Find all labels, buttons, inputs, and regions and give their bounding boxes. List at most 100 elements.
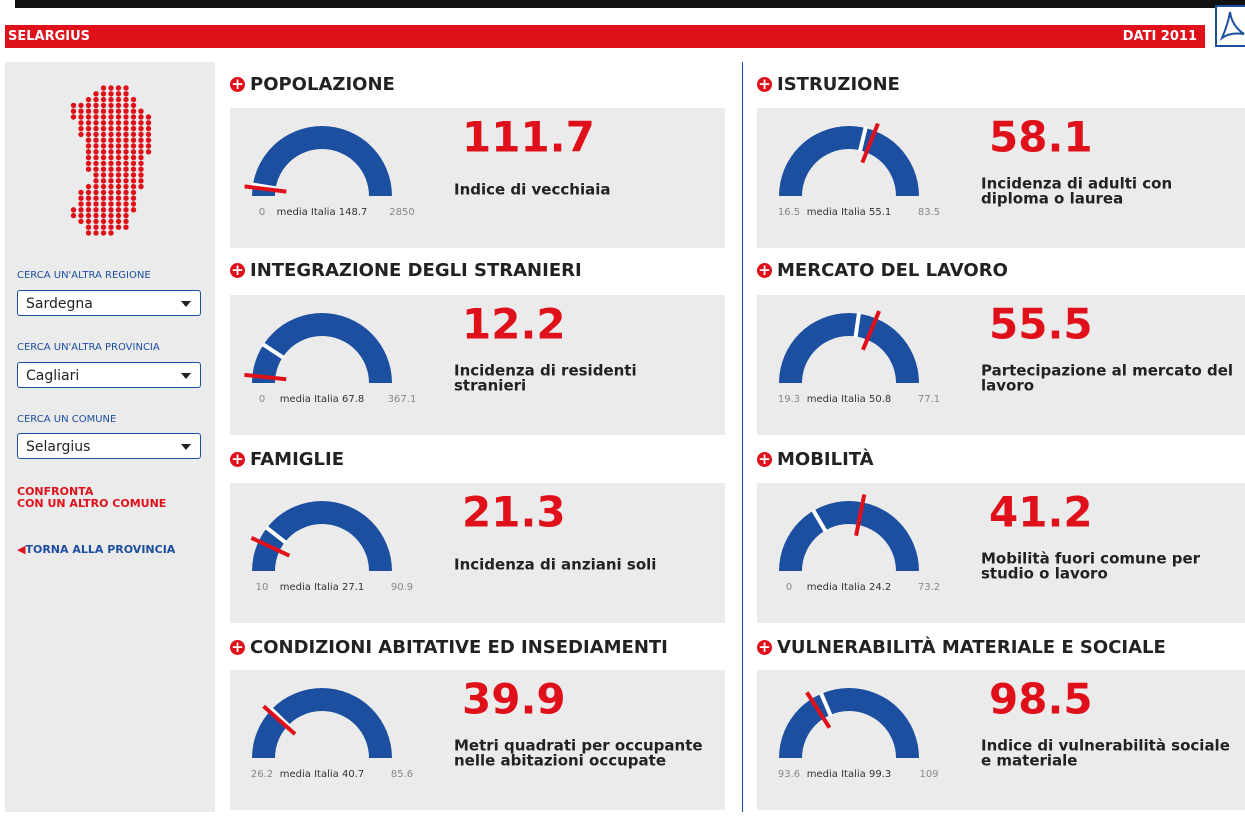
- map-dot: [108, 166, 114, 172]
- map-dot: [130, 125, 137, 132]
- comune-select[interactable]: Selargius: [17, 433, 201, 459]
- map-dot: [130, 178, 137, 184]
- map-dot: [100, 149, 107, 155]
- map-dot: [115, 96, 122, 103]
- panel-value: 98.5: [989, 675, 1093, 724]
- average-value: 55.1: [869, 207, 891, 218]
- panel-title: CONDIZIONI ABITATIVE ED INSEDIAMENTI: [250, 637, 668, 658]
- average-marker: [251, 182, 277, 191]
- panel-description: diploma o laurea: [981, 190, 1123, 208]
- map-dot: [100, 96, 107, 103]
- map-dot: [123, 207, 129, 213]
- map-dot: [85, 230, 92, 236]
- province-select[interactable]: Cagliari: [17, 362, 201, 388]
- map-dot: [138, 131, 144, 138]
- panel-title: POPOLAZIONE: [250, 74, 395, 95]
- map-dot: [85, 120, 92, 126]
- panel-description: nelle abitazioni occupate: [454, 752, 666, 770]
- map-dot: [100, 172, 107, 178]
- map-dot: [138, 172, 144, 178]
- average-value: 50.8: [869, 394, 891, 405]
- map-dot: [123, 224, 129, 230]
- average-value: 99.3: [869, 769, 891, 780]
- average-value: 40.7: [342, 769, 364, 780]
- panel-title: MERCATO DEL LAVORO: [777, 260, 1008, 281]
- map-dot: [93, 195, 99, 201]
- map-dot: [138, 183, 144, 190]
- map-dot: [138, 154, 144, 161]
- pdf-icon[interactable]: [1214, 4, 1245, 48]
- gauge-average: media Italia 148.7: [277, 207, 368, 218]
- map-dot: [108, 224, 114, 230]
- map-dot: [130, 195, 137, 201]
- map-dot: [130, 149, 137, 155]
- map-dot: [145, 120, 152, 126]
- gauge: 10 90.9 media Italia 27.1 21.3 Incidenza di …: [250, 488, 656, 593]
- panel-description: Indice di vulnerabilità sociale: [981, 737, 1230, 755]
- map-dot: [108, 201, 114, 207]
- gauge-arc: [252, 688, 392, 758]
- gauge-arc: [252, 126, 392, 196]
- map-dot: [123, 85, 129, 91]
- value-needle: [244, 372, 287, 382]
- map-dot: [93, 91, 99, 97]
- map-dot: [123, 218, 129, 225]
- map-dot: [108, 189, 114, 196]
- gauge-average: media Italia 55.1: [807, 207, 891, 218]
- panel-description: lavoro: [981, 377, 1034, 395]
- average-label: media Italia: [807, 394, 866, 405]
- map-dot: [93, 224, 99, 230]
- map-dot: [85, 201, 92, 207]
- map-dot: [108, 178, 114, 184]
- panel-heading: + CONDIZIONI ABITATIVE ED INSEDIAMENTI: [230, 637, 668, 658]
- map-dot: [78, 120, 84, 126]
- map-dot: [78, 195, 84, 201]
- map-dot: [108, 102, 114, 109]
- panel: 26.2 85.6 media Italia 40.7 39.9 Metri quadr…: [230, 670, 725, 810]
- map-dot: [85, 149, 92, 155]
- map-dot: [123, 183, 129, 190]
- map-dot: [85, 195, 92, 201]
- map-dot: [123, 172, 129, 178]
- map-dot: [108, 96, 114, 103]
- gauge-arc: [779, 688, 919, 758]
- map-dot: [78, 212, 84, 219]
- map-dot: [123, 114, 129, 120]
- map-dot: [93, 230, 99, 236]
- map-dot: [108, 218, 114, 225]
- map-dot: [130, 172, 137, 178]
- gauge-arc: [252, 313, 392, 383]
- map-dot: [123, 178, 129, 184]
- gauge: 16.5 83.5 media Italia 55.1 58.1 Incidenza d…: [778, 113, 1172, 219]
- map-dot: [138, 178, 144, 184]
- map-dot: [115, 131, 122, 138]
- gauge-average: media Italia 24.2: [807, 582, 891, 593]
- map-dot: [100, 120, 107, 126]
- region-select[interactable]: Sardegna: [17, 290, 201, 316]
- map-dot: [93, 149, 99, 155]
- average-marker: [857, 126, 868, 152]
- gauge-arc: [779, 313, 919, 383]
- map-dot: [100, 137, 107, 143]
- map-dot: [85, 102, 92, 109]
- map-dot: [138, 114, 144, 120]
- back-link[interactable]: ◀TORNA ALLA PROVINCIA: [17, 543, 176, 556]
- map-dot: [138, 149, 144, 155]
- map-dot: [123, 108, 129, 114]
- map-dot: [85, 143, 92, 149]
- map-dot: [130, 189, 137, 196]
- average-label: media Italia: [280, 769, 339, 780]
- gauge-min: 19.3: [778, 394, 800, 405]
- gauge: 0 367.1 media Italia 67.8 12.2 Incidenza di …: [244, 300, 637, 405]
- compare-link[interactable]: CONFRONTA CON UN ALTRO COMUNE: [17, 486, 166, 510]
- map-dot: [93, 218, 99, 225]
- map-dot: [108, 212, 114, 219]
- gauge-min: 0: [786, 582, 792, 593]
- gauge: 0 73.2 media Italia 24.2 41.2 Mobilità fuori…: [779, 488, 1201, 593]
- map-dot: [108, 183, 114, 190]
- map-dot: [115, 120, 122, 126]
- gauge-max: 77.1: [918, 394, 940, 405]
- map-dot: [100, 85, 107, 91]
- panel-heading: + VULNERABILITÀ MATERIALE E SOCIALE: [757, 637, 1166, 658]
